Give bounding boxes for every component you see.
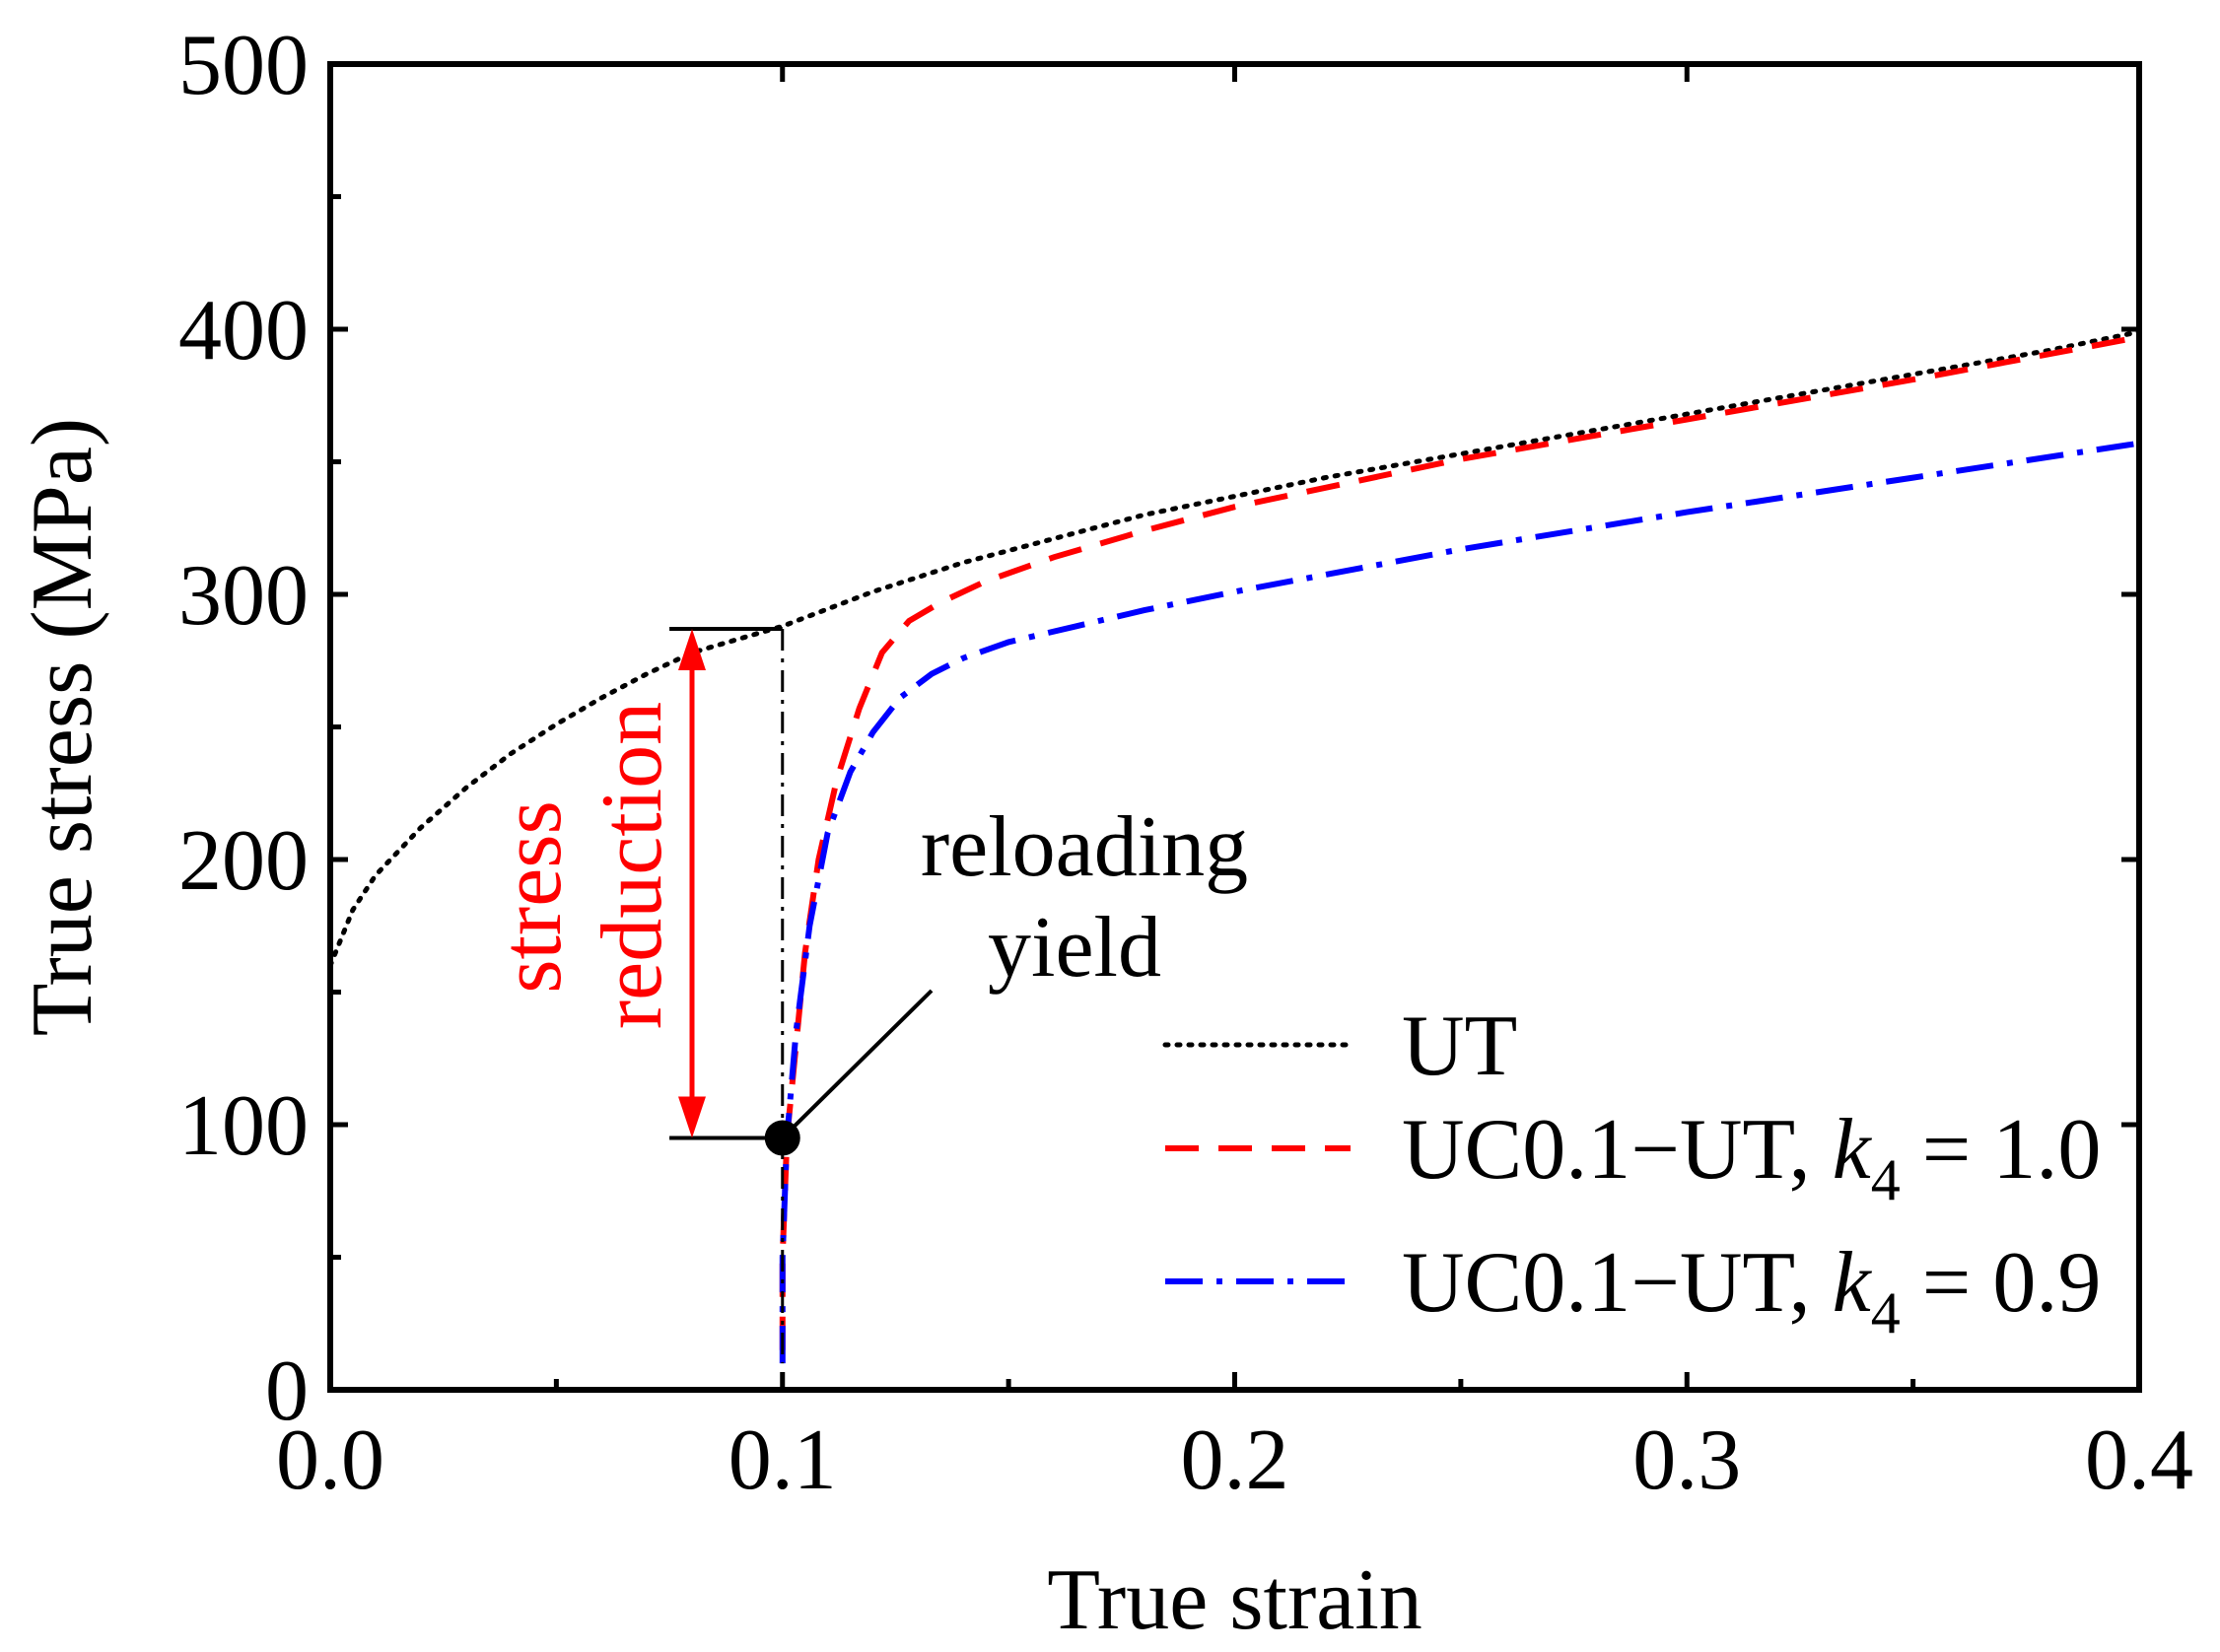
y-tick-label: 400 bbox=[178, 283, 309, 379]
legend-label-2: UC0.1−UT, k4 = 0.9 bbox=[1402, 1235, 2101, 1345]
reduction-label: reduction bbox=[585, 702, 680, 1029]
y-tick-label: 500 bbox=[178, 18, 309, 113]
stress-label: stress bbox=[484, 800, 580, 994]
y-axis-ticks bbox=[330, 61, 2139, 1393]
series-layer bbox=[327, 329, 2142, 1364]
y-axis-tick-labels: 0 100 200 300 400 500 bbox=[178, 18, 309, 1439]
arrow-head-top bbox=[678, 628, 706, 670]
x-tick-label: 0.3 bbox=[1632, 1412, 1741, 1508]
x-tick-label: 0.0 bbox=[276, 1412, 384, 1508]
x-tick-label: 0.1 bbox=[728, 1412, 837, 1508]
series-line-2 bbox=[779, 440, 2140, 1364]
x-tick-label: 0.2 bbox=[1181, 1412, 1289, 1508]
y-axis-title: True stress (MPa) bbox=[15, 418, 110, 1036]
y-tick-label: 100 bbox=[178, 1078, 309, 1174]
reloading-yield-leader-line bbox=[781, 989, 934, 1139]
y-tick-label: 200 bbox=[178, 813, 309, 909]
legend-label-0: UT bbox=[1402, 998, 1517, 1094]
legend-label-1: UC0.1−UT, k4 = 1.0 bbox=[1402, 1102, 2101, 1212]
x-axis-ticks bbox=[327, 64, 2142, 1390]
y-tick-label: 300 bbox=[178, 548, 309, 644]
series-line-1 bbox=[779, 334, 2140, 1350]
arrow-head-bottom bbox=[678, 1096, 706, 1138]
reloading-yield-point bbox=[764, 1120, 800, 1156]
series-line-0 bbox=[327, 329, 2142, 969]
x-axis-tick-labels: 0.0 0.1 0.2 0.3 0.4 bbox=[276, 1412, 2193, 1508]
y-tick-label: 0 bbox=[265, 1343, 309, 1439]
reloading-label: reloading bbox=[921, 799, 1248, 895]
annotation-layer: reloading yield stress reduction bbox=[484, 626, 1248, 1364]
x-tick-label: 0.4 bbox=[2085, 1412, 2193, 1508]
x-axis-title: True strain bbox=[1047, 1552, 1422, 1648]
yield-label: yield bbox=[988, 900, 1161, 996]
